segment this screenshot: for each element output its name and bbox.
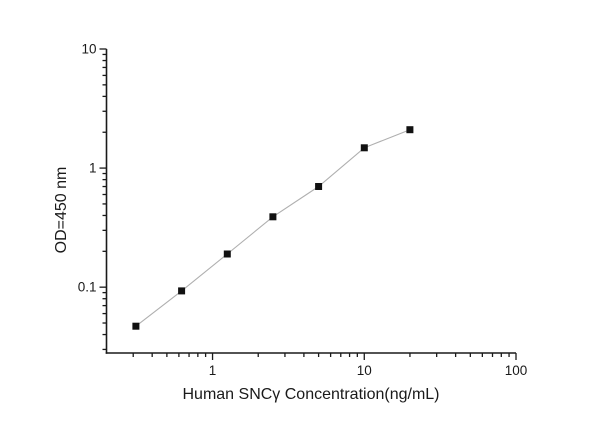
series-layer [132, 126, 414, 330]
ticks-layer: 0.1 1 10 1 10 100 [78, 42, 528, 379]
x-tick-label: 1 [209, 363, 217, 378]
data-point-marker [132, 322, 140, 330]
y-tick-label: 0.1 [78, 280, 97, 295]
data-point-marker [406, 126, 414, 134]
data-point-marker [315, 183, 323, 190]
data-point-marker [360, 144, 368, 152]
x-tick-label: 10 [357, 363, 372, 378]
y-tick-label: 10 [81, 42, 96, 57]
y-axis-title: OD=450 nm [53, 167, 70, 254]
data-point-marker [269, 213, 277, 221]
x-axis-title: Human SNCγ Concentration(ng/mL) [183, 386, 440, 403]
data-point-marker [223, 250, 231, 258]
axes-layer [105, 49, 516, 354]
standard-curve-line [135, 129, 411, 327]
data-point-marker [178, 287, 186, 295]
x-tick-label: 100 [505, 363, 528, 378]
y-tick-label: 1 [89, 161, 97, 176]
